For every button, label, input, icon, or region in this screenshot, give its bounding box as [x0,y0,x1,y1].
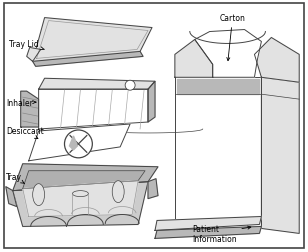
Polygon shape [155,227,261,238]
Polygon shape [148,179,158,199]
Polygon shape [148,82,155,122]
Text: Patient
Information: Patient Information [192,224,251,243]
Polygon shape [33,52,143,67]
Text: Desiccant: Desiccant [6,127,43,139]
Polygon shape [13,164,158,191]
Polygon shape [23,181,138,217]
Polygon shape [175,78,261,229]
Polygon shape [70,136,77,150]
Text: Tray: Tray [6,173,25,184]
Polygon shape [155,217,261,231]
Polygon shape [195,30,261,78]
Polygon shape [6,187,17,207]
Ellipse shape [72,191,88,197]
Polygon shape [21,92,38,128]
Circle shape [125,81,135,91]
Polygon shape [23,171,145,189]
Polygon shape [177,80,259,95]
Polygon shape [33,19,152,62]
Text: Inhaler: Inhaler [6,98,36,107]
Text: Tray Lid: Tray Lid [9,40,44,51]
Polygon shape [261,78,299,233]
Ellipse shape [33,184,45,206]
Polygon shape [27,48,41,62]
Text: Carton: Carton [220,14,245,61]
Ellipse shape [112,181,124,203]
Polygon shape [254,38,299,83]
Polygon shape [38,79,155,90]
Polygon shape [175,40,213,78]
Circle shape [64,131,92,158]
Polygon shape [29,124,130,161]
Polygon shape [13,182,148,227]
Polygon shape [38,90,148,130]
